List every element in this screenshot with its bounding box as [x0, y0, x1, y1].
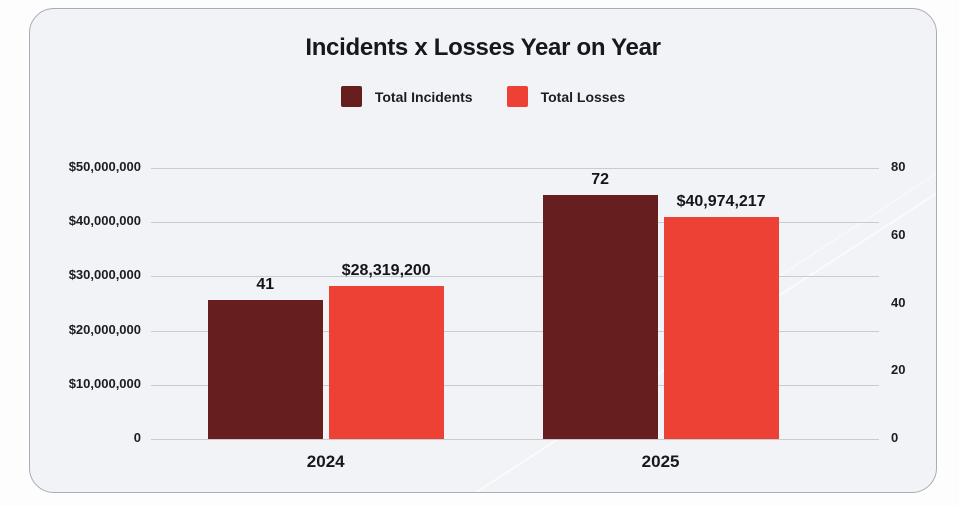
x-axis-label-2025: 2025 — [641, 452, 680, 471]
bar-value-label-total-losses-2025: $40,974,217 — [676, 192, 766, 210]
axis-tick-label: $40,000,000 — [68, 213, 141, 229]
axis-tick-label: 0 — [133, 430, 141, 445]
legend-swatch-total-incidents — [340, 86, 362, 107]
chart-card: Incidents x Losses Year on Year Total In… — [29, 8, 937, 493]
gridline — [151, 222, 879, 224]
chart-title: Incidents x Losses Year on Year — [305, 34, 661, 61]
gridline — [151, 330, 879, 332]
axis-tick-label: $20,000,000 — [68, 321, 141, 337]
bar-total-incidents-2024[interactable] — [207, 300, 323, 439]
plot-area: 41 $28,319,200 72 $40,974,217 — [151, 168, 879, 440]
axis-tick-label: 80 — [891, 159, 906, 174]
x-axis-label-2024: 2024 — [306, 452, 345, 471]
y-axis-left: $50,000,000 $40,000,000 $30,000,000 $20,000… — [30, 159, 141, 445]
bar-total-losses-2025[interactable] — [663, 216, 779, 439]
bar-value-label-total-losses-2024: $28,319,200 — [341, 261, 431, 279]
bar-total-incidents-2025[interactable] — [542, 195, 658, 439]
bar-value-label-total-incidents-2024: 41 — [256, 276, 275, 294]
axis-tick-label: $10,000,000 — [68, 375, 141, 391]
axis-tick-label: 20 — [891, 362, 906, 378]
bar-total-losses-2024[interactable] — [328, 285, 444, 439]
legend-item-total-incidents[interactable]: Total Incidents — [340, 86, 473, 107]
gridline — [151, 384, 879, 386]
axis-tick-label: $50,000,000 — [68, 159, 141, 174]
axis-tick-label: 0 — [891, 430, 899, 445]
x-axis: 2024 2025 — [151, 452, 879, 476]
legend-item-total-losses[interactable]: Total Losses — [506, 86, 626, 107]
axis-tick-label: $30,000,000 — [68, 267, 141, 283]
y-axis-right: 80 60 40 20 0 — [891, 159, 936, 445]
gridline — [151, 276, 879, 278]
legend-swatch-total-losses — [506, 86, 528, 107]
bar-value-label-total-incidents-2025: 72 — [591, 171, 609, 189]
axis-tick-label: 40 — [891, 294, 906, 310]
legend-label: Total Incidents — [374, 88, 473, 105]
legend: Total Incidents Total Losses — [30, 86, 936, 107]
x-axis-baseline — [151, 439, 879, 440]
gridline — [151, 168, 879, 169]
legend-label: Total Losses — [540, 88, 626, 105]
axis-tick-label: 60 — [891, 226, 906, 242]
